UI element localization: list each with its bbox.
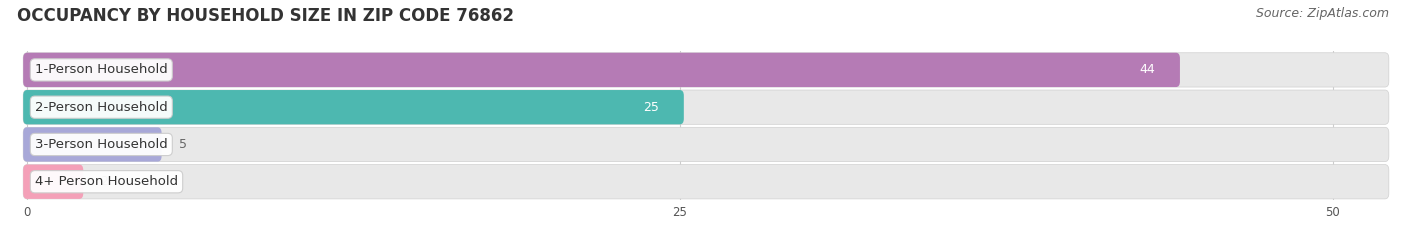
FancyBboxPatch shape <box>24 127 162 162</box>
FancyBboxPatch shape <box>24 53 1180 87</box>
FancyBboxPatch shape <box>24 164 83 199</box>
Text: 25: 25 <box>643 101 659 114</box>
FancyBboxPatch shape <box>24 164 1389 199</box>
Text: 1-Person Household: 1-Person Household <box>35 63 167 76</box>
FancyBboxPatch shape <box>24 127 1389 162</box>
Text: 5: 5 <box>179 138 187 151</box>
Text: OCCUPANCY BY HOUSEHOLD SIZE IN ZIP CODE 76862: OCCUPANCY BY HOUSEHOLD SIZE IN ZIP CODE … <box>17 7 513 25</box>
Text: Source: ZipAtlas.com: Source: ZipAtlas.com <box>1256 7 1389 20</box>
FancyBboxPatch shape <box>24 90 683 124</box>
Text: 2: 2 <box>100 175 108 188</box>
FancyBboxPatch shape <box>24 90 1389 124</box>
Text: 3-Person Household: 3-Person Household <box>35 138 167 151</box>
Text: 2-Person Household: 2-Person Household <box>35 101 167 114</box>
Text: 4+ Person Household: 4+ Person Household <box>35 175 179 188</box>
FancyBboxPatch shape <box>24 53 1389 87</box>
Text: 44: 44 <box>1139 63 1156 76</box>
